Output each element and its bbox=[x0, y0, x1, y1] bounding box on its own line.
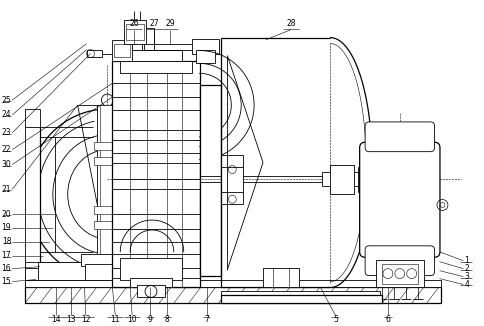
Bar bbox=[199, 85, 221, 275]
Bar bbox=[112, 40, 132, 62]
Bar bbox=[322, 172, 362, 186]
Bar bbox=[330, 165, 353, 194]
Bar bbox=[221, 291, 379, 299]
Bar bbox=[221, 165, 242, 194]
Bar bbox=[375, 260, 423, 288]
Bar bbox=[94, 206, 120, 214]
Bar bbox=[86, 50, 102, 57]
Text: 15: 15 bbox=[1, 277, 11, 286]
Bar bbox=[130, 277, 171, 288]
Bar bbox=[221, 155, 242, 167]
Bar bbox=[381, 264, 417, 284]
Bar bbox=[94, 156, 120, 165]
Bar bbox=[112, 62, 199, 288]
Text: 9: 9 bbox=[147, 315, 152, 324]
Bar bbox=[38, 262, 99, 279]
Text: 12: 12 bbox=[81, 315, 90, 324]
Bar bbox=[137, 286, 165, 297]
Text: 8: 8 bbox=[164, 315, 169, 324]
Bar bbox=[25, 279, 440, 288]
Bar bbox=[94, 142, 120, 150]
Bar bbox=[114, 44, 130, 57]
Bar bbox=[221, 295, 381, 303]
Text: 3: 3 bbox=[463, 272, 468, 281]
Text: 26: 26 bbox=[129, 19, 139, 28]
Bar bbox=[132, 28, 142, 50]
Text: 2: 2 bbox=[463, 264, 468, 273]
Bar bbox=[362, 163, 367, 196]
Text: 25: 25 bbox=[1, 96, 11, 105]
Text: 20: 20 bbox=[1, 210, 11, 219]
Text: 7: 7 bbox=[204, 315, 209, 324]
Text: 10: 10 bbox=[127, 315, 136, 324]
Text: 6: 6 bbox=[385, 315, 390, 324]
Bar bbox=[25, 279, 114, 288]
Text: 4: 4 bbox=[463, 280, 468, 289]
Bar bbox=[358, 167, 367, 192]
Bar bbox=[144, 28, 153, 50]
Bar bbox=[195, 50, 215, 64]
Bar bbox=[262, 268, 298, 288]
Text: 19: 19 bbox=[1, 224, 11, 232]
Bar bbox=[120, 62, 191, 73]
Text: 30: 30 bbox=[1, 160, 11, 169]
Bar bbox=[126, 24, 144, 40]
Bar bbox=[130, 50, 182, 62]
Text: 27: 27 bbox=[149, 19, 158, 28]
Bar bbox=[84, 264, 130, 279]
Text: 16: 16 bbox=[1, 264, 11, 273]
Bar bbox=[94, 221, 120, 229]
FancyBboxPatch shape bbox=[364, 122, 434, 152]
Bar bbox=[80, 254, 134, 266]
Bar bbox=[97, 105, 117, 256]
Bar bbox=[191, 39, 219, 53]
Bar bbox=[124, 20, 146, 44]
Text: 23: 23 bbox=[1, 128, 11, 137]
Bar bbox=[25, 268, 114, 279]
Text: 1: 1 bbox=[463, 256, 468, 265]
FancyBboxPatch shape bbox=[359, 142, 439, 257]
Text: 29: 29 bbox=[165, 19, 174, 28]
Bar bbox=[25, 109, 40, 279]
FancyBboxPatch shape bbox=[364, 246, 434, 275]
Text: 28: 28 bbox=[286, 19, 295, 28]
Bar bbox=[221, 192, 242, 204]
Text: 5: 5 bbox=[332, 315, 337, 324]
Text: 14: 14 bbox=[51, 315, 60, 324]
Bar bbox=[381, 277, 417, 288]
Text: 21: 21 bbox=[2, 185, 11, 194]
Bar bbox=[25, 288, 440, 303]
Text: 24: 24 bbox=[1, 111, 11, 120]
Text: 18: 18 bbox=[2, 237, 11, 246]
Text: 17: 17 bbox=[1, 251, 11, 260]
Text: 22: 22 bbox=[2, 145, 11, 154]
Bar bbox=[120, 258, 182, 279]
Bar bbox=[385, 270, 413, 277]
Text: 13: 13 bbox=[66, 315, 76, 324]
Text: 11: 11 bbox=[110, 315, 120, 324]
Bar bbox=[100, 105, 114, 256]
